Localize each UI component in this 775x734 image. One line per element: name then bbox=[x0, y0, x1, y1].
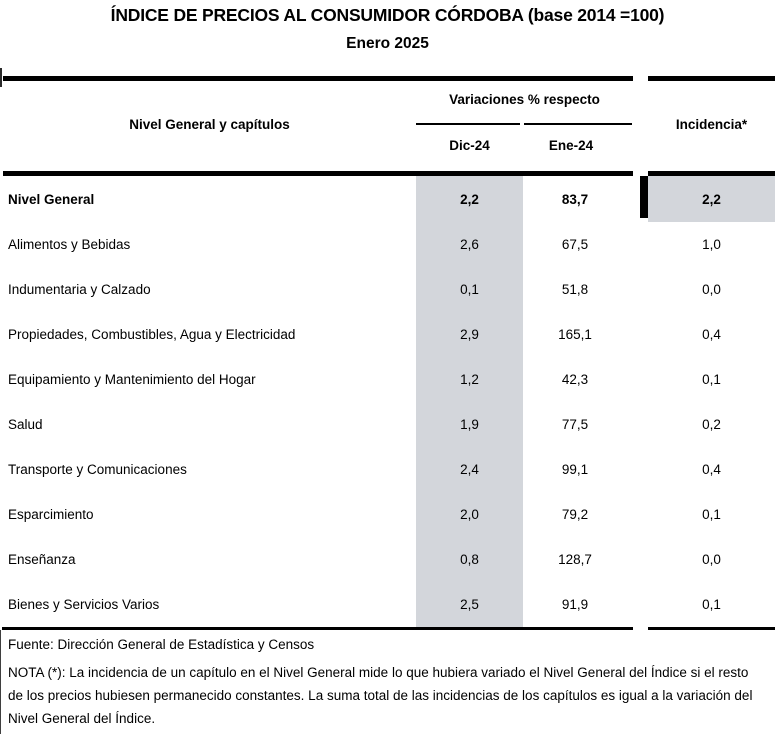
table-row: Propiedades, Combustibles, Agua y Electr… bbox=[0, 312, 775, 357]
ene-24-value: 77,5 bbox=[561, 417, 589, 432]
ene-24-value: 42,3 bbox=[561, 372, 589, 387]
header-bottom-rule-main bbox=[3, 171, 633, 176]
group-underline-dic bbox=[416, 123, 520, 125]
table-row: Salud 1,9 77,5 0,2 bbox=[0, 402, 775, 447]
dic-24-value: 0,8 bbox=[460, 552, 479, 567]
row-label: Transporte y Comunicaciones bbox=[8, 462, 187, 477]
table-top-rule-main bbox=[3, 76, 633, 81]
group-underline-ene bbox=[524, 123, 632, 125]
column-header-chapters: Nivel General y capítulos bbox=[129, 117, 290, 132]
dic-24-value: 1,2 bbox=[460, 372, 479, 387]
nivel-general-incidencia-highlight bbox=[648, 176, 775, 222]
row-label: Esparcimiento bbox=[8, 507, 94, 522]
dic-column-shading bbox=[416, 176, 523, 627]
row-label: Bienes y Servicios Varios bbox=[8, 597, 160, 612]
left-edge-line bbox=[0, 630, 1, 734]
ene-24-value: 79,2 bbox=[561, 507, 589, 522]
ene-24-value: 51,8 bbox=[561, 282, 589, 297]
row-label: Propiedades, Combustibles, Agua y Electr… bbox=[8, 327, 296, 342]
row-label: Equipamiento y Mantenimiento del Hogar bbox=[8, 372, 256, 387]
row-label: Alimentos y Bebidas bbox=[8, 237, 131, 252]
table-top-rule-incidencia bbox=[648, 76, 775, 81]
incidencia-value: 0,1 bbox=[702, 597, 721, 612]
ene-24-value: 128,7 bbox=[558, 552, 592, 567]
table-row: Indumentaria y Calzado 0,1 51,8 0,0 bbox=[0, 267, 775, 312]
ene-24-value: 83,7 bbox=[561, 191, 589, 207]
column-group-header-variaciones: Variaciones % respecto bbox=[449, 92, 600, 107]
incidencia-value: 1,0 bbox=[702, 237, 721, 252]
row-label: Nivel General bbox=[8, 191, 95, 207]
table-row: Nivel General 2,2 83,7 2,2 bbox=[0, 176, 775, 222]
source-note: Fuente: Dirección General de Estadística… bbox=[8, 637, 315, 652]
dic-24-value: 2,6 bbox=[460, 237, 479, 252]
table-row: Transporte y Comunicaciones 2,4 99,1 0,4 bbox=[0, 447, 775, 492]
row-label: Enseñanza bbox=[8, 552, 76, 567]
column-header-ene-24: Ene-24 bbox=[548, 138, 594, 153]
row-label: Salud bbox=[8, 417, 43, 432]
header-bottom-rule-incidencia bbox=[648, 171, 775, 176]
column-header-dic-24: Dic-24 bbox=[449, 138, 490, 153]
dic-24-value: 2,4 bbox=[460, 462, 479, 477]
table-bottom-rule-main bbox=[2, 627, 633, 630]
table-bottom-rule-incidencia bbox=[648, 627, 775, 630]
incidencia-value: 0,1 bbox=[702, 372, 721, 387]
nivel-general-incidencia-marker bbox=[640, 176, 648, 218]
page-subtitle: Enero 2025 bbox=[346, 35, 429, 52]
incidencia-value: 0,0 bbox=[702, 552, 721, 567]
incidencia-value: 0,2 bbox=[702, 417, 721, 432]
incidencia-value: 0,4 bbox=[702, 327, 721, 342]
row-label: Indumentaria y Calzado bbox=[8, 282, 151, 297]
table-body: Nivel General 2,2 83,7 2,2 Alimentos y B… bbox=[0, 176, 775, 627]
dic-24-value: 2,5 bbox=[460, 597, 479, 612]
dic-24-value: 2,2 bbox=[460, 191, 479, 207]
incidencia-value: 0,4 bbox=[702, 462, 721, 477]
methodology-note: NOTA (*): La incidencia de un capítulo e… bbox=[8, 665, 753, 726]
dic-24-value: 1,9 bbox=[460, 417, 479, 432]
dic-24-value: 2,9 bbox=[460, 327, 479, 342]
table-row: Alimentos y Bebidas 2,6 67,5 1,0 bbox=[0, 222, 775, 267]
incidencia-value: 0,1 bbox=[702, 507, 721, 522]
ene-24-value: 91,9 bbox=[561, 597, 589, 612]
left-edge-tick bbox=[0, 68, 2, 87]
table-row: Equipamiento y Mantenimiento del Hogar 1… bbox=[0, 357, 775, 402]
dic-24-value: 0,1 bbox=[460, 282, 479, 297]
ene-24-value: 165,1 bbox=[558, 327, 592, 342]
ene-24-value: 99,1 bbox=[561, 462, 589, 477]
ene-24-value: 67,5 bbox=[561, 237, 589, 252]
column-header-incidencia: Incidencia* bbox=[675, 117, 748, 132]
table-row: Bienes y Servicios Varios 2,5 91,9 0,1 bbox=[0, 582, 775, 627]
incidencia-value: 2,2 bbox=[702, 191, 721, 207]
table-row: Esparcimiento 2,0 79,2 0,1 bbox=[0, 492, 775, 537]
page-title: ÍNDICE DE PRECIOS AL CONSUMIDOR CÓRDOBA … bbox=[110, 5, 665, 25]
table-row: Enseñanza 0,8 128,7 0,0 bbox=[0, 537, 775, 582]
dic-24-value: 2,0 bbox=[460, 507, 479, 522]
incidencia-value: 0,0 bbox=[702, 282, 721, 297]
